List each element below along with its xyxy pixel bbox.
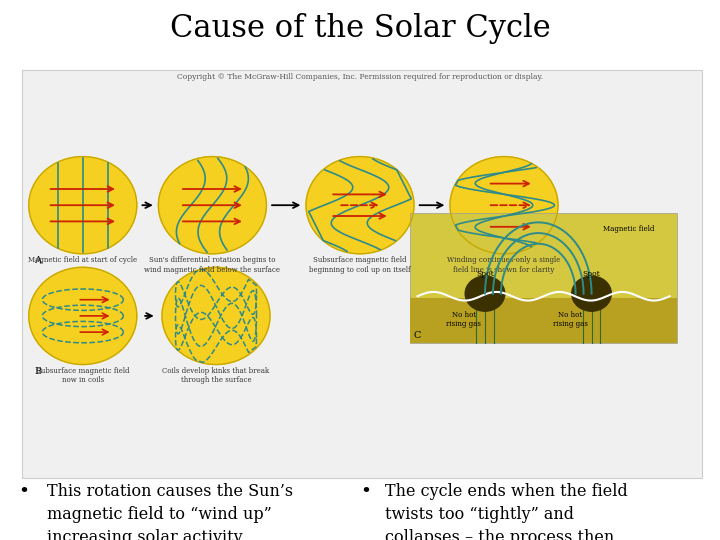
FancyBboxPatch shape [22,70,702,478]
Ellipse shape [450,157,558,254]
Text: Subsurface magnetic field
beginning to coil up on itself: Subsurface magnetic field beginning to c… [309,256,411,274]
Ellipse shape [465,276,505,311]
Text: •: • [360,483,371,501]
FancyBboxPatch shape [410,213,677,343]
Text: Spot: Spot [476,270,494,278]
Text: Magnetic field at start of cycle: Magnetic field at start of cycle [28,256,138,265]
Ellipse shape [162,267,270,365]
Ellipse shape [572,276,611,311]
Text: B: B [35,367,42,376]
Text: Cause of the Solar Cycle: Cause of the Solar Cycle [170,14,550,44]
Ellipse shape [29,267,137,365]
FancyBboxPatch shape [410,298,677,343]
Text: This rotation causes the Sun’s
magnetic field to “wind up”
increasing solar acti: This rotation causes the Sun’s magnetic … [47,483,293,540]
Text: A: A [35,256,41,265]
Ellipse shape [29,157,137,254]
Text: Subsurface magnetic field
now in coils: Subsurface magnetic field now in coils [36,367,130,384]
Text: Coils develop kinks that break
through the surface: Coils develop kinks that break through t… [163,367,269,384]
Text: Sun's differential rotation begins to
wind magnetic field below the surface: Sun's differential rotation begins to wi… [145,256,280,274]
Text: C: C [414,331,421,340]
Text: The cycle ends when the field
twists too “tightly” and
collapses – the process t: The cycle ends when the field twists too… [385,483,628,540]
Text: Winding continues-only a single
field line is shown for clarity: Winding continues-only a single field li… [447,256,561,274]
Text: Magnetic field: Magnetic field [603,225,654,233]
Text: Spot: Spot [582,270,600,278]
Ellipse shape [158,157,266,254]
Text: No hot
rising gas: No hot rising gas [446,311,481,328]
Text: No hot
rising gas: No hot rising gas [553,311,588,328]
Text: •: • [18,483,29,501]
Text: Copyright © The McGraw-Hill Companies, Inc. Permission required for reproduction: Copyright © The McGraw-Hill Companies, I… [177,73,543,81]
Ellipse shape [306,157,414,254]
